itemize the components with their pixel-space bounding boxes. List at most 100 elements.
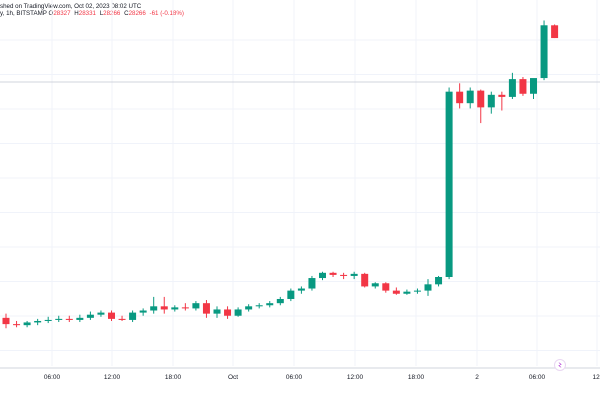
candle [540, 20, 548, 81]
ohlc-low-label: L [99, 10, 104, 17]
candle-body [234, 309, 242, 316]
candle-body [192, 303, 200, 309]
candle-body [118, 318, 126, 320]
candle [519, 77, 527, 96]
candle [445, 87, 453, 280]
candles [2, 20, 559, 329]
candle-body [403, 291, 411, 294]
ohlc-high-label: H [74, 10, 79, 17]
candle [97, 310, 105, 317]
ohlc-change: -61 (-0.18%) [149, 10, 184, 17]
candle-body [171, 307, 179, 310]
x-tick-label: 2 [475, 374, 479, 381]
candle-body [76, 317, 84, 320]
candle-body [139, 310, 147, 313]
candle [308, 275, 316, 291]
candle-body [498, 94, 506, 97]
candle-body [245, 306, 253, 310]
candle [403, 289, 411, 295]
candle-body [213, 309, 221, 314]
candle-body [487, 94, 495, 108]
x-tick-label: 06:00 [529, 374, 546, 381]
candle [76, 314, 84, 323]
x-tick-label: 12:00 [104, 374, 121, 381]
x-tick-label: 12: [592, 374, 600, 381]
candle-body [466, 90, 474, 104]
candle-body [224, 309, 232, 316]
candle-body [44, 319, 52, 321]
candle [65, 315, 73, 323]
candle-body [34, 320, 42, 323]
x-tick-label: 06:00 [286, 374, 303, 381]
x-tick-label: 12:00 [347, 374, 364, 381]
candle [44, 316, 52, 324]
candle-body [65, 318, 73, 320]
candle [181, 303, 189, 311]
candle-body [477, 90, 485, 108]
candle [329, 271, 337, 277]
candle [498, 91, 506, 111]
candle-body [382, 283, 390, 291]
candle [202, 300, 210, 318]
candle [361, 272, 369, 288]
x-axis: 06:00 12:00 18:00 Oct 06:00 12:00 18:00 2 06:00 1… [44, 374, 600, 381]
candle [150, 296, 158, 314]
candle-body [456, 91, 464, 104]
candle [118, 315, 126, 321]
grid [0, 0, 600, 366]
candle-body [181, 307, 189, 309]
candle-body [129, 312, 137, 320]
candle [382, 282, 390, 293]
candle [55, 315, 63, 323]
candle-body [108, 312, 115, 319]
candle [129, 310, 137, 323]
x-tick-label: Oct [228, 374, 238, 381]
ohlc-close-label: C [124, 10, 129, 17]
candle-body [276, 298, 284, 304]
candle-body [319, 272, 326, 279]
candle-body [361, 273, 369, 287]
candle [108, 310, 115, 321]
candle-body [255, 305, 263, 307]
candle [213, 306, 221, 318]
candle [319, 271, 326, 281]
candle-body [424, 284, 432, 291]
candle [435, 275, 443, 287]
x-tick-label: 18:00 [165, 374, 182, 381]
candle-body [13, 324, 21, 326]
ohlc-open-value: 28327 [53, 10, 71, 17]
candle [530, 78, 537, 99]
candle [171, 305, 179, 312]
published-text: shed on TradingView.com, Oct 02, 2023 08… [0, 3, 142, 10]
x-tick-label: 18:00 [408, 374, 425, 381]
candle-body [530, 78, 537, 94]
candle-body [445, 91, 453, 277]
candle-body [202, 303, 210, 314]
candle-body [23, 322, 31, 326]
candle-body [540, 25, 548, 79]
candle-body [287, 290, 295, 299]
candle [371, 282, 379, 289]
candle-body [86, 314, 94, 318]
candle [350, 271, 358, 280]
candle [287, 288, 295, 302]
candle-body [266, 303, 274, 306]
candle [34, 318, 42, 326]
candle-body [160, 306, 168, 310]
candle [160, 296, 168, 314]
candle-body [508, 79, 516, 97]
candle-body [150, 306, 158, 311]
candle-body [435, 277, 443, 285]
candle [13, 320, 21, 328]
candle [297, 286, 305, 294]
candle-body [350, 273, 358, 276]
candle [139, 308, 147, 316]
candle-body [308, 278, 316, 289]
candle-body [97, 312, 105, 315]
candle-body [413, 290, 421, 292]
candle [245, 304, 253, 312]
candle [266, 301, 274, 308]
ohlc-close-value: 28266 [128, 10, 146, 17]
candle-body [519, 79, 527, 94]
